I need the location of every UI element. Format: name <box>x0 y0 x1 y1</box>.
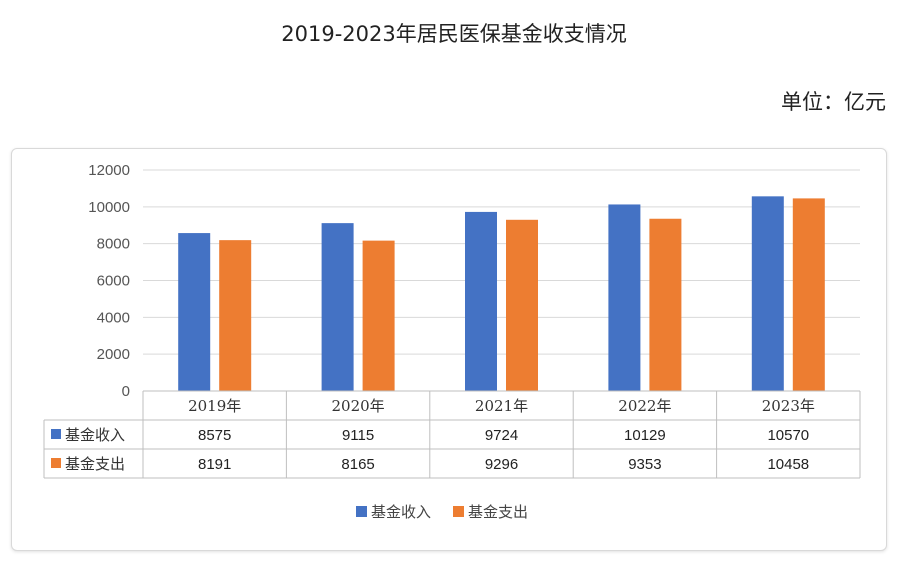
x-category-label: 2020年 <box>332 397 385 415</box>
bar-income <box>321 223 354 391</box>
bar-income <box>751 196 784 391</box>
x-category-label: 2022年 <box>618 397 671 415</box>
table-series-label: 基金支出 <box>65 455 125 473</box>
bar-expense <box>219 240 252 391</box>
table-cell-value: 9296 <box>485 456 518 473</box>
legend-label: 基金支出 <box>468 503 528 521</box>
x-category-label: 2019年 <box>188 397 241 415</box>
x-category-label: 2021年 <box>475 397 528 415</box>
bar-income <box>178 233 211 391</box>
table-series-swatch <box>51 458 61 468</box>
bar-expense <box>362 240 395 391</box>
table-cell-value: 8165 <box>341 456 374 473</box>
y-tick-label: 10000 <box>88 199 130 216</box>
bar-expense <box>649 218 682 391</box>
table-cell-value: 10129 <box>624 427 666 444</box>
table-cell-value: 8575 <box>198 427 231 444</box>
y-tick-label: 8000 <box>97 236 130 253</box>
table-cell-value: 8191 <box>198 456 231 473</box>
y-tick-label: 6000 <box>97 273 130 290</box>
table-cell-value: 9115 <box>342 427 374 444</box>
bar-expense <box>506 219 538 391</box>
y-tick-label: 2000 <box>97 346 130 363</box>
bar-expense <box>792 198 825 391</box>
table-cell-value: 9724 <box>485 427 518 444</box>
legend-label: 基金收入 <box>371 503 431 521</box>
table-cell-value: 10570 <box>767 427 809 444</box>
bar-income <box>465 211 497 391</box>
bar-income <box>608 204 641 391</box>
table-cell-value: 9353 <box>628 456 661 473</box>
page-title: 2019-2023年居民医保基金收支情况 <box>281 22 627 46</box>
legend-swatch <box>453 506 464 517</box>
y-tick-label: 4000 <box>97 309 130 326</box>
table-cell-value: 10458 <box>767 456 809 473</box>
unit-label: 单位：亿元 <box>781 90 886 114</box>
chart-panel <box>11 148 887 551</box>
table-series-label: 基金收入 <box>65 426 125 444</box>
table-series-swatch <box>51 429 61 439</box>
y-tick-label: 0 <box>122 383 130 400</box>
y-tick-label: 12000 <box>88 162 130 179</box>
x-category-label: 2023年 <box>762 397 815 415</box>
legend-swatch <box>356 506 367 517</box>
